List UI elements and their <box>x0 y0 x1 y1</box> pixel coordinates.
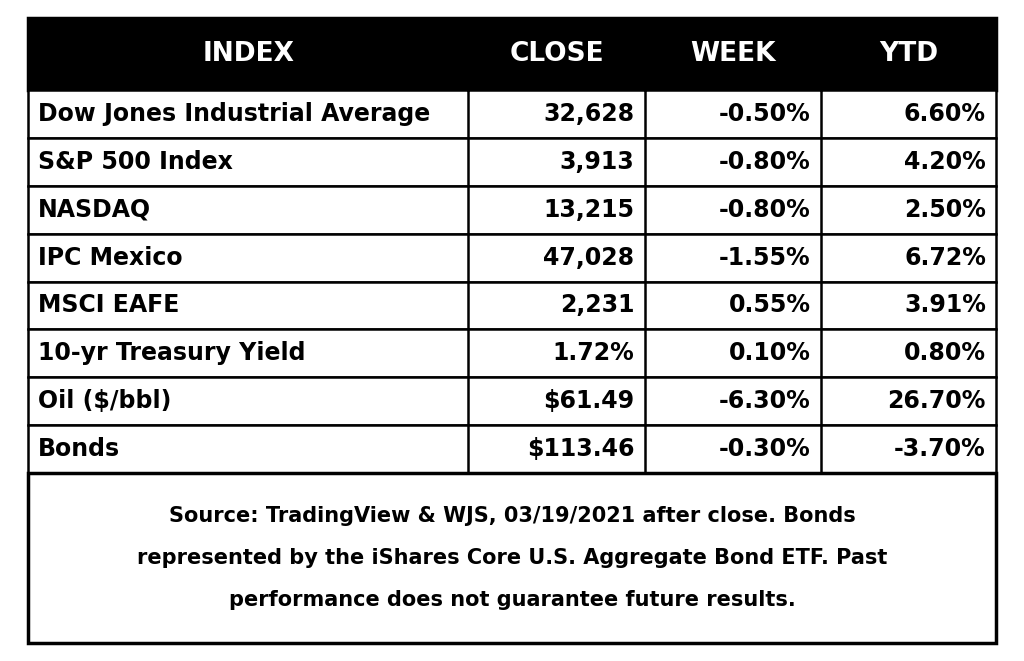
Bar <box>28 329 996 377</box>
Text: -1.55%: -1.55% <box>719 246 811 270</box>
Bar <box>28 282 996 329</box>
Text: 2.50%: 2.50% <box>904 198 986 221</box>
Text: 10-yr Treasury Yield: 10-yr Treasury Yield <box>38 341 305 366</box>
Text: Oil ($/bbl): Oil ($/bbl) <box>38 389 171 413</box>
Text: S&P 500 Index: S&P 500 Index <box>38 150 232 174</box>
Text: Bonds: Bonds <box>38 437 120 461</box>
Bar <box>28 233 996 282</box>
Text: -3.70%: -3.70% <box>894 437 986 461</box>
Text: -0.30%: -0.30% <box>719 437 811 461</box>
Text: -0.50%: -0.50% <box>719 102 811 126</box>
Bar <box>28 186 996 233</box>
Text: 0.80%: 0.80% <box>904 341 986 366</box>
Text: Dow Jones Industrial Average: Dow Jones Industrial Average <box>38 102 430 126</box>
Text: performance does not guarantee future results.: performance does not guarantee future re… <box>228 590 796 611</box>
Text: IPC Mexico: IPC Mexico <box>38 246 182 270</box>
Text: NASDAQ: NASDAQ <box>38 198 152 221</box>
Text: 1.72%: 1.72% <box>553 341 635 366</box>
Text: 4.20%: 4.20% <box>904 150 986 174</box>
Text: MSCI EAFE: MSCI EAFE <box>38 293 179 317</box>
Text: 6.60%: 6.60% <box>904 102 986 126</box>
Text: 13,215: 13,215 <box>544 198 635 221</box>
Text: $61.49: $61.49 <box>544 389 635 413</box>
Bar <box>28 425 996 473</box>
Text: WEEK: WEEK <box>690 41 775 67</box>
Text: 32,628: 32,628 <box>544 102 635 126</box>
Text: -6.30%: -6.30% <box>719 389 811 413</box>
Bar <box>28 138 996 186</box>
Bar <box>28 18 996 90</box>
Text: 2,231: 2,231 <box>560 293 635 317</box>
Bar <box>28 90 996 138</box>
Text: INDEX: INDEX <box>202 41 294 67</box>
Text: 26.70%: 26.70% <box>888 389 986 413</box>
Text: Source: TradingView & WJS, 03/19/2021 after close. Bonds: Source: TradingView & WJS, 03/19/2021 af… <box>169 506 855 525</box>
Text: -0.80%: -0.80% <box>719 198 811 221</box>
Text: 0.55%: 0.55% <box>729 293 811 317</box>
Text: -0.80%: -0.80% <box>719 150 811 174</box>
Text: 3.91%: 3.91% <box>904 293 986 317</box>
Text: 47,028: 47,028 <box>544 246 635 270</box>
Text: 6.72%: 6.72% <box>904 246 986 270</box>
Bar <box>28 377 996 425</box>
Text: 0.10%: 0.10% <box>729 341 811 366</box>
Text: represented by the iShares Core U.S. Aggregate Bond ETF. Past: represented by the iShares Core U.S. Agg… <box>137 548 887 568</box>
Text: YTD: YTD <box>879 41 938 67</box>
Text: 3,913: 3,913 <box>560 150 635 174</box>
Text: CLOSE: CLOSE <box>509 41 604 67</box>
Text: $113.46: $113.46 <box>527 437 635 461</box>
Bar <box>28 473 996 643</box>
